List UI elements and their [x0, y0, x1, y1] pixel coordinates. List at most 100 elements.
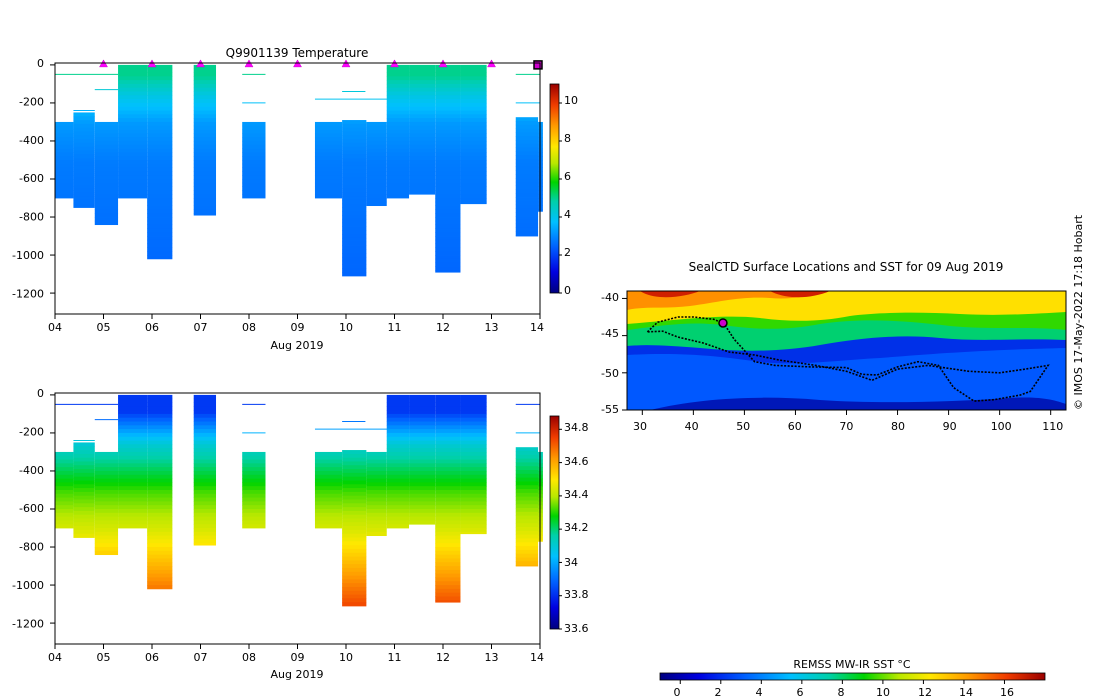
profile-cell [147, 531, 173, 537]
profile-cell [147, 410, 173, 415]
profile-cell [94, 167, 119, 172]
profile-cell [435, 569, 461, 575]
profile-cell [147, 455, 173, 460]
profile-cell [242, 194, 266, 199]
profile-cell [55, 156, 74, 161]
temperature-ytick-label: -1000 [12, 249, 44, 262]
profile-cell [147, 91, 173, 96]
profile-cell [314, 463, 343, 468]
profile-cell [193, 156, 217, 161]
profile-cell [147, 209, 173, 214]
profile-cell [366, 451, 387, 457]
profile-cell [118, 171, 148, 176]
profile-cell [409, 455, 436, 460]
profile-cell [55, 140, 74, 146]
map-ytick-label: -45 [601, 327, 619, 340]
profile-cell [386, 95, 410, 100]
profile-cell [342, 146, 367, 151]
profile-cell [342, 514, 367, 519]
profile-cell [435, 232, 461, 237]
profile-cell [366, 152, 387, 157]
profile-cell [366, 148, 387, 153]
profile-cell [386, 436, 410, 441]
profile-cell [55, 159, 74, 165]
profile-cell [147, 429, 173, 434]
profile-cell [460, 72, 487, 77]
profile-cell [147, 474, 173, 479]
profile-cell [147, 581, 173, 586]
profile-cell [147, 236, 173, 241]
profile-cell [435, 102, 461, 108]
profile-cell [435, 429, 461, 434]
profile-cell [314, 129, 343, 134]
profile-cell [94, 159, 119, 165]
profile-cell [73, 154, 95, 159]
profile-column [460, 394, 487, 535]
profile-cell [515, 128, 539, 133]
profile-cell [460, 463, 487, 468]
profile-cell [314, 140, 343, 146]
profile-cell [435, 421, 461, 426]
profile-cell [435, 410, 461, 415]
profile-cell [386, 402, 410, 407]
profile-cell [386, 467, 410, 472]
profile-cell [55, 459, 74, 464]
profile-cell [435, 413, 461, 419]
profile-cell [94, 467, 119, 472]
profile-cell [515, 166, 539, 171]
profile-cell [94, 501, 119, 506]
profile-cell [386, 144, 410, 149]
profile-cell [73, 150, 95, 155]
profile-cell [118, 102, 148, 108]
profile-cell [515, 527, 539, 532]
profile-cell [386, 406, 410, 411]
profile-cell [460, 410, 487, 415]
profile-cell [460, 83, 487, 89]
current-profile-marker [533, 60, 543, 70]
profile-cell [147, 501, 173, 506]
profile-cell [118, 163, 148, 168]
profile-cell [386, 83, 410, 89]
profile-cell [366, 121, 387, 127]
profile-cell [94, 175, 119, 180]
profile-cell [386, 486, 410, 491]
map-xtick-label: 100 [991, 420, 1012, 433]
profile-cell [460, 87, 487, 92]
profile-cell [435, 83, 461, 89]
profile-cell [386, 87, 410, 92]
profile-cell [435, 156, 461, 161]
profile-cell [386, 102, 410, 108]
profile-cell [435, 394, 461, 400]
profile-cell [366, 489, 387, 495]
profile-cell [242, 140, 266, 146]
profile-cell [147, 448, 173, 453]
profile-cell [366, 194, 387, 199]
profile-cell [94, 163, 119, 168]
profile-cell [435, 535, 461, 540]
profile-cell [366, 125, 387, 130]
profile-cell [460, 125, 487, 130]
profile-cell [342, 495, 367, 500]
profile-cell [242, 129, 266, 134]
profile-cell [193, 87, 217, 92]
profile-cell [73, 127, 95, 132]
profile-cell [515, 132, 539, 137]
profile-cell [118, 72, 148, 77]
profile-cell [515, 500, 539, 505]
profile-cell [386, 459, 410, 464]
profile-cell [386, 432, 410, 438]
profile-cell [366, 497, 387, 502]
profile-cell [342, 177, 367, 182]
salinity-panel: 04 05 06 07 08 09 10 11 12 13 14 Aug 201… [12, 387, 588, 681]
profile-cell [435, 470, 461, 476]
temperature-colorbar-tick-label: 8 [564, 132, 571, 145]
profile-cell [118, 429, 148, 434]
profile-cell [515, 511, 539, 517]
profile-cell [435, 573, 461, 578]
profile-column [366, 121, 387, 207]
profile-cell [118, 508, 148, 514]
profile-cell [73, 165, 95, 170]
profile-cell [435, 531, 461, 537]
profile-cell [73, 526, 95, 531]
profile-cell [242, 512, 266, 517]
